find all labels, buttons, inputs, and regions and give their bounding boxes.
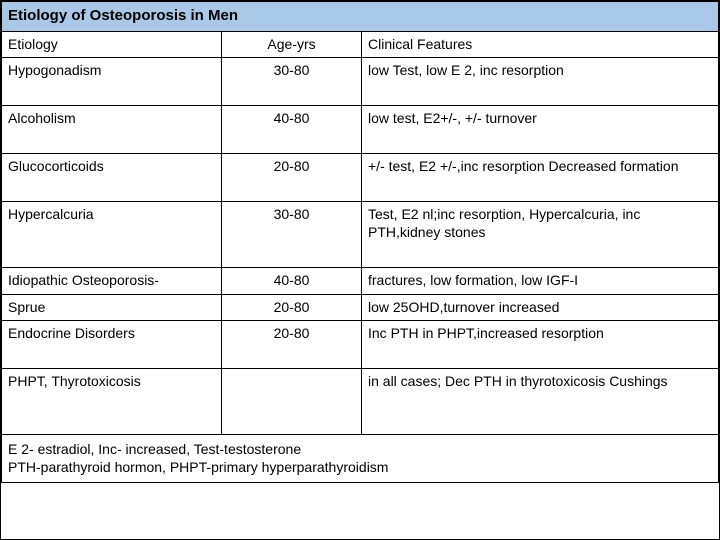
header-features: Clinical Features <box>362 31 719 58</box>
header-age: Age-yrs <box>222 31 362 58</box>
table-row: Alcoholism 40-80 low test, E2+/-, +/- tu… <box>2 106 719 154</box>
footer-row: E 2- estradiol, Inc- increased, Test-tes… <box>2 435 719 483</box>
cell-features: low 25OHD,turnover increased <box>362 294 719 321</box>
footer-legend: E 2- estradiol, Inc- increased, Test-tes… <box>2 435 719 483</box>
cell-etiology: Endocrine Disorders <box>2 321 222 369</box>
table-row: PHPT, Thyrotoxicosis in all cases; Dec P… <box>2 369 719 435</box>
table-row: Sprue 20-80 low 25OHD,turnover increased <box>2 294 719 321</box>
cell-age <box>222 369 362 435</box>
cell-age: 30-80 <box>222 58 362 106</box>
cell-features: low test, E2+/-, +/- turnover <box>362 106 719 154</box>
cell-features: low Test, low E 2, inc resorption <box>362 58 719 106</box>
etiology-table: Etiology of Osteoporosis in Men Etiology… <box>1 1 719 483</box>
cell-etiology: PHPT, Thyrotoxicosis <box>2 369 222 435</box>
title-row: Etiology of Osteoporosis in Men <box>2 2 719 32</box>
cell-age: 20-80 <box>222 321 362 369</box>
cell-etiology: Sprue <box>2 294 222 321</box>
header-etiology: Etiology <box>2 31 222 58</box>
header-row: Etiology Age-yrs Clinical Features <box>2 31 719 58</box>
cell-age: 20-80 <box>222 154 362 202</box>
cell-etiology: Hypercalcuria <box>2 202 222 268</box>
cell-features: Test, E2 nl;inc resorption, Hypercalcuri… <box>362 202 719 268</box>
table-row: Glucocorticoids 20-80 +/- test, E2 +/-,i… <box>2 154 719 202</box>
cell-etiology: Alcoholism <box>2 106 222 154</box>
cell-features: fractures, low formation, low IGF-I <box>362 268 719 295</box>
footer-line-1: E 2- estradiol, Inc- increased, Test-tes… <box>8 441 301 457</box>
table-row: Idiopathic Osteoporosis- 40-80 fractures… <box>2 268 719 295</box>
table-row: Hypercalcuria 30-80 Test, E2 nl;inc reso… <box>2 202 719 268</box>
cell-age: 20-80 <box>222 294 362 321</box>
cell-etiology: Hypogonadism <box>2 58 222 106</box>
table-row: Endocrine Disorders 20-80 Inc PTH in PHP… <box>2 321 719 369</box>
footer-line-2: PTH-parathyroid hormon, PHPT-primary hyp… <box>8 459 388 475</box>
cell-age: 40-80 <box>222 106 362 154</box>
table-container: Etiology of Osteoporosis in Men Etiology… <box>0 0 720 540</box>
cell-age: 30-80 <box>222 202 362 268</box>
table-row: Hypogonadism 30-80 low Test, low E 2, in… <box>2 58 719 106</box>
cell-etiology: Glucocorticoids <box>2 154 222 202</box>
cell-age: 40-80 <box>222 268 362 295</box>
cell-etiology: Idiopathic Osteoporosis- <box>2 268 222 295</box>
cell-features: +/- test, E2 +/-,inc resorption Decrease… <box>362 154 719 202</box>
table-title: Etiology of Osteoporosis in Men <box>2 2 719 32</box>
cell-features: Inc PTH in PHPT,increased resorption <box>362 321 719 369</box>
cell-features: in all cases; Dec PTH in thyrotoxicosis … <box>362 369 719 435</box>
